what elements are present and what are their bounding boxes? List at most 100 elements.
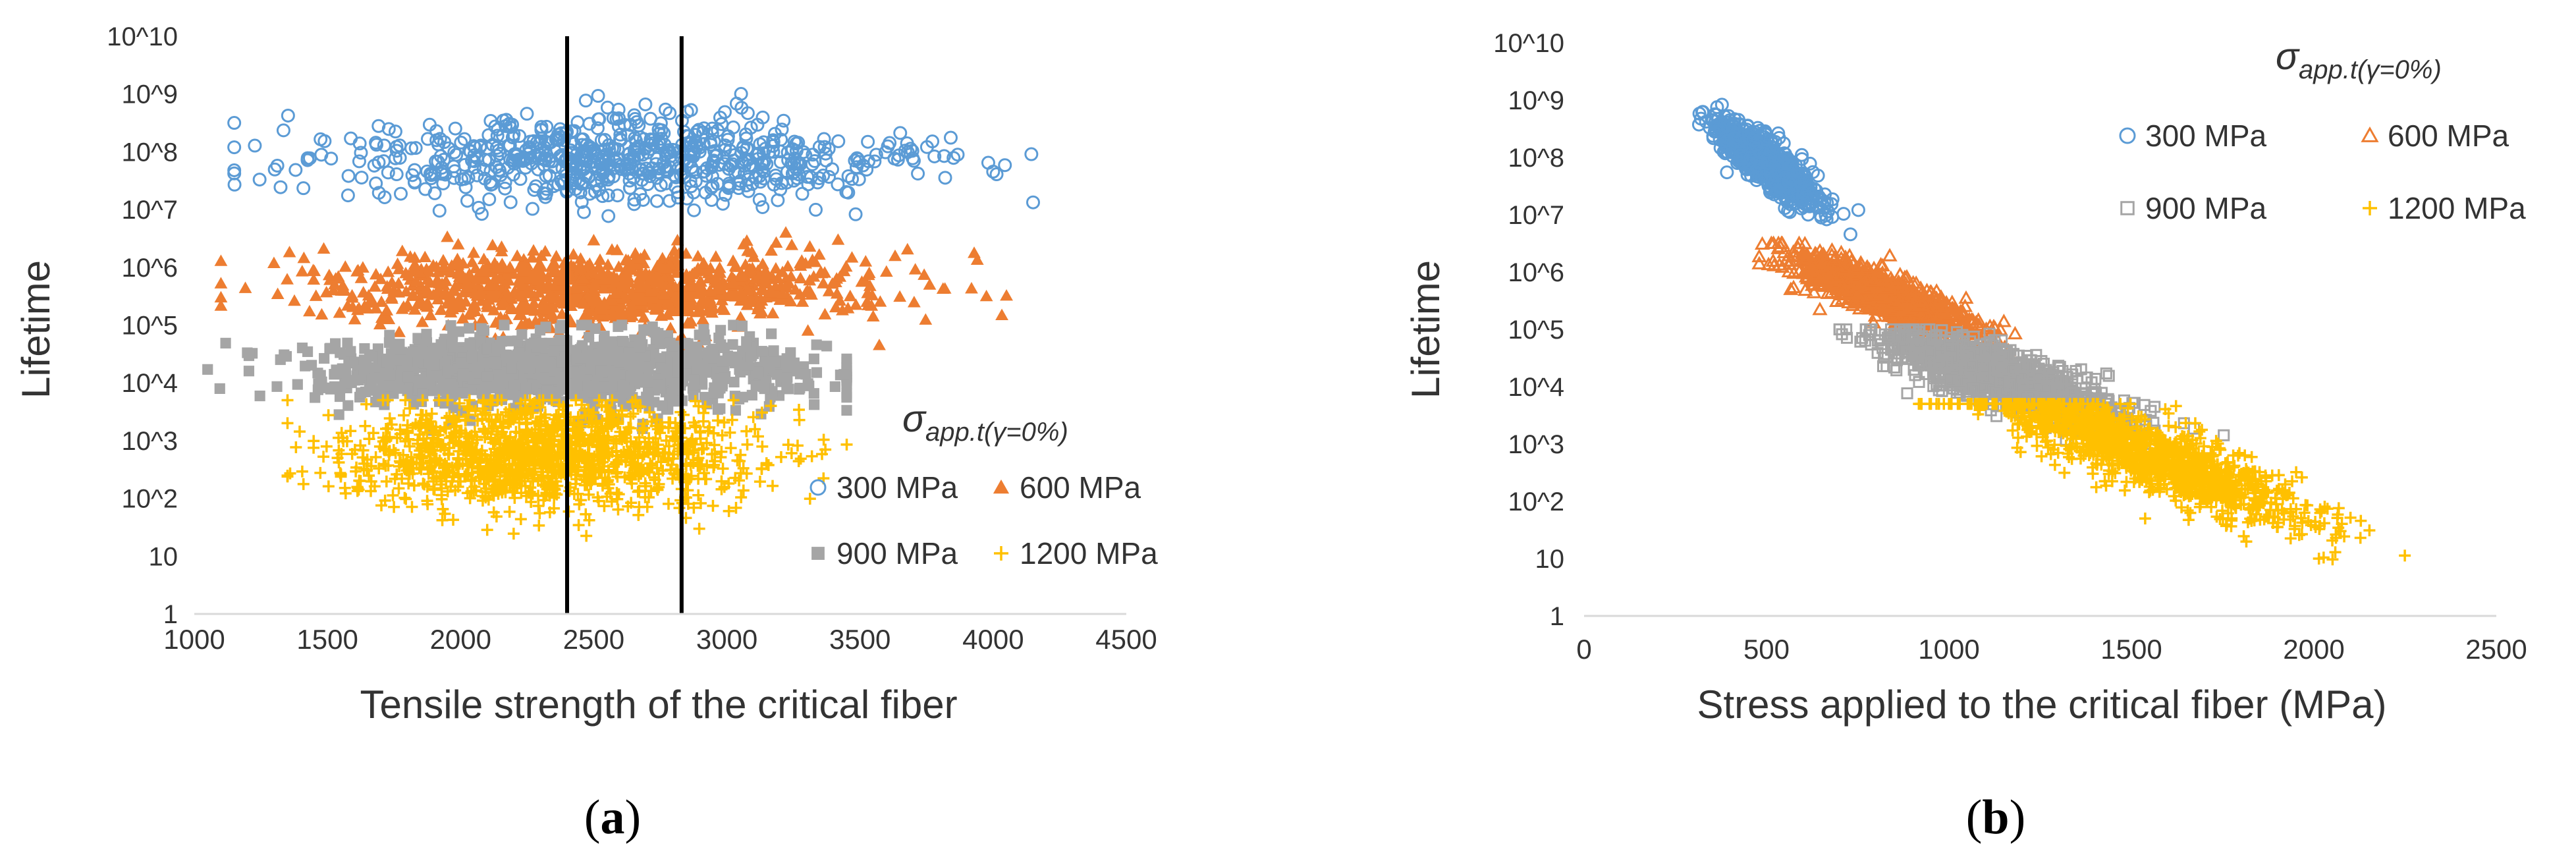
a-point — [725, 270, 738, 282]
a-point — [466, 352, 478, 363]
a-point — [801, 177, 815, 192]
a-point — [906, 151, 920, 165]
a-point — [393, 186, 408, 201]
a-point — [744, 121, 758, 135]
a-point — [441, 230, 454, 242]
a-point — [746, 158, 760, 173]
a-point — [833, 270, 847, 282]
a-point — [328, 277, 341, 290]
a-point — [520, 107, 534, 121]
a-point — [395, 244, 409, 256]
a-point — [767, 480, 779, 492]
a-point — [457, 387, 468, 399]
a-point — [730, 404, 741, 416]
a-point — [363, 362, 374, 373]
a-point — [227, 177, 242, 192]
a-point — [724, 426, 736, 439]
a-point — [408, 258, 422, 270]
a-point — [288, 163, 303, 177]
a-point — [703, 285, 717, 297]
a-point — [692, 489, 705, 501]
a-point — [453, 326, 464, 337]
a-point — [819, 153, 833, 168]
panel-a-legend-marker-900 — [811, 547, 825, 560]
a-point — [650, 138, 665, 153]
a-point — [785, 238, 799, 250]
a-point — [456, 357, 468, 368]
a-point — [385, 370, 396, 381]
panel-a-caption-open: ( — [584, 790, 601, 845]
panel-a-legend-title-main: σ — [902, 397, 927, 440]
a-point — [669, 291, 683, 302]
a-x-tick-label: 2000 — [430, 624, 491, 655]
a-point — [437, 260, 451, 272]
a-point — [320, 440, 333, 453]
a-point — [638, 97, 653, 111]
a-point — [808, 255, 822, 267]
a-point — [402, 371, 414, 383]
a-point — [523, 352, 534, 364]
a-point — [448, 121, 462, 136]
a-point — [750, 117, 765, 132]
a-point — [632, 509, 645, 521]
a-point — [756, 440, 769, 453]
a-point — [495, 244, 508, 257]
a-point — [322, 480, 335, 493]
a-point — [539, 169, 553, 183]
a-point — [605, 271, 618, 283]
a-point — [590, 121, 605, 136]
a-point — [785, 347, 796, 358]
a-point — [248, 138, 262, 153]
a-point — [702, 347, 713, 358]
a-point — [669, 377, 680, 389]
a-point — [513, 172, 528, 186]
a-legend-marker — [809, 479, 827, 496]
a-point — [737, 159, 752, 173]
a-point — [735, 491, 748, 503]
a-point — [605, 141, 619, 155]
a-point — [503, 505, 516, 518]
a-point — [595, 365, 607, 376]
a-point — [622, 152, 636, 167]
a-point — [549, 250, 563, 262]
a-point — [643, 364, 654, 375]
a-point — [859, 255, 873, 267]
a-point — [745, 245, 759, 258]
a-point — [583, 331, 595, 343]
a-point — [831, 233, 845, 245]
a-point — [709, 148, 724, 163]
a-point — [754, 476, 766, 488]
a-point — [473, 140, 487, 154]
a-point — [807, 270, 821, 282]
a-point — [546, 265, 560, 277]
a-point — [887, 152, 902, 166]
a-point — [445, 320, 456, 331]
a-point — [281, 417, 294, 430]
a-point — [345, 291, 359, 303]
a-point — [534, 279, 548, 291]
a-point — [525, 338, 536, 350]
a-point — [681, 289, 695, 302]
a-point — [448, 284, 462, 296]
a-point — [752, 146, 766, 161]
a-point — [744, 263, 757, 275]
a-point — [436, 176, 451, 190]
a-point — [863, 279, 877, 291]
a-point — [693, 522, 705, 535]
a-point — [752, 300, 765, 312]
a-point — [393, 325, 406, 337]
a-point — [381, 282, 395, 294]
a-point — [726, 277, 740, 289]
b-series-300-mpa — [1691, 97, 1865, 242]
a-point — [457, 132, 472, 146]
a-point — [893, 290, 907, 302]
a-y-tick-label: 10^2 — [121, 485, 178, 514]
a-point — [528, 304, 541, 316]
a-point — [391, 257, 404, 269]
a-point — [741, 336, 752, 347]
a-point — [381, 122, 396, 136]
a-point — [569, 157, 584, 172]
a-point — [879, 265, 893, 277]
a-point — [587, 294, 601, 306]
